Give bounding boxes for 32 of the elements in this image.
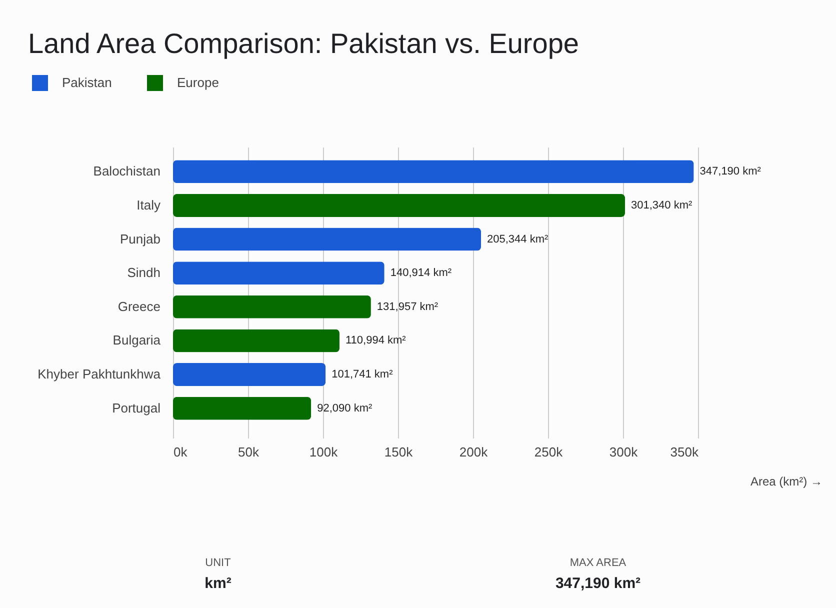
- y-tick-label: Punjab: [120, 231, 160, 246]
- text: 347,190 km²: [555, 575, 641, 592]
- data-label: 110,994 km²: [345, 334, 406, 347]
- y-tick-label: Balochistan: [93, 164, 160, 179]
- text: km²: [204, 575, 232, 592]
- data-label: 347,190 km²: [700, 166, 762, 178]
- y-tick-label: Khyber Pakhtunkhwa: [38, 366, 162, 382]
- data-label: 92,090 km²: [317, 402, 372, 414]
- y-tick-label: Greece: [118, 298, 160, 314]
- chart-title: Land Area Comparison: Pakistan vs. Europe: [28, 28, 579, 59]
- data-label: 101,741 km²: [332, 368, 394, 381]
- x-tick-label: 350k: [670, 444, 699, 460]
- y-tick-label: Bulgaria: [112, 332, 162, 348]
- x-tick-label: 250k: [534, 444, 564, 460]
- data-label: 131,957 km²: [376, 300, 438, 313]
- x-tick-label: 100k: [309, 444, 338, 460]
- y-tick-label: Portugal: [112, 400, 161, 416]
- data-label: 205,344 km²: [487, 233, 548, 246]
- data-label: 301,340 km²: [631, 199, 692, 212]
- x-tick-label: 50k: [238, 444, 260, 460]
- x-tick-label: 150k: [384, 444, 414, 460]
- y-tick-label: Italy: [136, 197, 161, 212]
- legend-label: Europe: [177, 75, 219, 90]
- y-tick-label: Sindh: [127, 265, 160, 280]
- x-tick-label: 200k: [459, 444, 488, 460]
- legend-label: Pakistan: [62, 75, 112, 90]
- text: MAX AREA: [570, 557, 627, 569]
- data-label: 140,914 km²: [390, 267, 452, 280]
- text: UNIT: [205, 557, 232, 569]
- x-tick-label: 300k: [609, 444, 638, 460]
- x-tick-label: 0k: [174, 444, 188, 460]
- x-axis-title: Area (km²) →: [750, 474, 822, 488]
